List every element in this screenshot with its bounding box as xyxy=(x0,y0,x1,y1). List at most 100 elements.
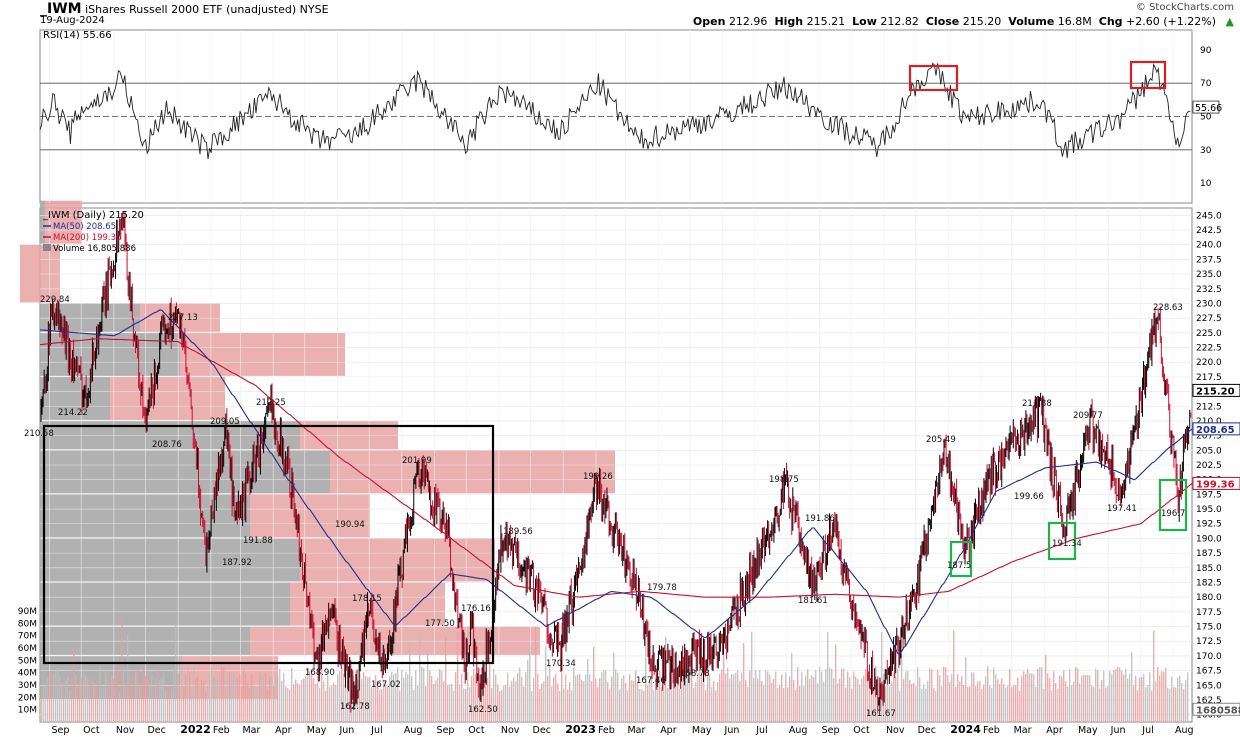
volume-legend-swatch xyxy=(43,244,51,251)
volume-bar xyxy=(961,675,963,722)
price-annotation-label: 190.94 xyxy=(335,520,365,530)
volume-bar xyxy=(383,679,385,722)
volume-bar xyxy=(969,686,971,722)
price-annotation-label: 211.88 xyxy=(1022,399,1052,409)
volume-bar xyxy=(1049,678,1051,722)
volume-bar xyxy=(551,686,553,722)
volume-bar xyxy=(803,686,805,722)
volume-bar xyxy=(1015,685,1017,722)
price-annotation-label: 197.41 xyxy=(1107,504,1137,514)
x-axis-label: Jun xyxy=(338,725,354,736)
volume-bar xyxy=(235,677,237,722)
volume-bar xyxy=(905,671,907,722)
volume-bar xyxy=(75,674,77,722)
volume-bar xyxy=(303,678,305,722)
volume-bar xyxy=(643,690,645,722)
volume-bar xyxy=(931,669,933,722)
volume-bar xyxy=(375,675,377,722)
volume-bar xyxy=(253,685,255,722)
volume-bar xyxy=(187,666,189,722)
volume-bar xyxy=(1119,667,1121,722)
volume-bar xyxy=(531,690,533,722)
volume-bar xyxy=(241,686,243,722)
volume-bar xyxy=(257,690,259,722)
volume-bar xyxy=(653,689,655,722)
volume-bar xyxy=(89,681,91,722)
price-annotation-label: 198.75 xyxy=(769,475,799,485)
volume-bar xyxy=(1043,688,1045,722)
volume-bar xyxy=(393,674,395,722)
header-date: 19-Aug-2024 xyxy=(40,15,105,26)
volume-bar xyxy=(903,679,905,722)
range-box-annotation xyxy=(42,424,495,665)
volume-tick-label: 40M xyxy=(18,669,37,679)
volume-bar xyxy=(831,669,833,722)
x-axis-label: Apr xyxy=(275,725,292,736)
volume-by-price-bar xyxy=(40,200,45,244)
volume-bar xyxy=(789,676,791,722)
low-value: 212.82 xyxy=(880,15,919,28)
volume-bar xyxy=(869,686,871,722)
volume-bar xyxy=(1111,674,1113,722)
volume-bar xyxy=(627,690,629,722)
volume-bar xyxy=(1007,685,1009,722)
price-tick-label: 172.5 xyxy=(1196,637,1222,647)
volume-bar xyxy=(871,682,873,722)
volume-bar xyxy=(409,642,411,722)
volume-bar xyxy=(121,618,123,722)
x-axis-label: Apr xyxy=(660,725,677,736)
open-label: Open xyxy=(692,15,726,28)
volume-bar xyxy=(499,691,501,722)
price-tick-label: 212.5 xyxy=(1196,402,1222,412)
volume-bar xyxy=(201,679,203,722)
volume-bar xyxy=(719,673,721,722)
volume-bar xyxy=(1051,690,1053,722)
volume-bar xyxy=(657,685,659,722)
volume-bar xyxy=(407,674,409,722)
volume-bar xyxy=(381,688,383,722)
volume-bar xyxy=(747,686,749,722)
price-tick-label: 182.5 xyxy=(1196,578,1222,588)
volume-bar xyxy=(1125,668,1127,722)
volume-bar xyxy=(129,673,131,722)
volume-bar xyxy=(347,671,349,722)
price-annotation-label: 199.66 xyxy=(1014,492,1044,502)
volume-bar xyxy=(587,658,589,722)
volume-bar xyxy=(1011,687,1013,722)
volume-by-price-bar xyxy=(180,332,345,376)
volume-bar xyxy=(907,670,909,722)
volume-bar xyxy=(613,652,615,722)
volume-by-price-bar xyxy=(20,244,60,303)
volume-bar xyxy=(589,674,591,722)
volume-bar xyxy=(281,680,283,722)
price-tick-label: 240.0 xyxy=(1196,241,1222,251)
volume-bar xyxy=(821,671,823,722)
volume-by-price-bar xyxy=(330,450,615,494)
volume-bar xyxy=(983,684,985,722)
volume-bar xyxy=(593,646,595,722)
volume-bar xyxy=(45,683,47,722)
x-axis-label: Feb xyxy=(213,725,230,736)
volume-bar xyxy=(245,674,247,722)
volume-bar xyxy=(559,690,561,722)
volume-bar xyxy=(1091,685,1093,722)
price-annotation-label: 199.26 xyxy=(583,472,613,482)
volume-bar xyxy=(1115,669,1117,722)
volume-bar xyxy=(105,669,107,722)
volume-bar xyxy=(503,685,505,722)
volume-bar xyxy=(651,670,653,722)
x-axis-label: Oct xyxy=(853,725,870,736)
volume-bar xyxy=(579,674,581,722)
volume-bar xyxy=(243,668,245,722)
x-axis-label: Jul xyxy=(755,725,767,736)
volume-bar xyxy=(1159,675,1161,722)
volume-by-price-bar xyxy=(45,200,82,244)
price-annotation-label: 214.22 xyxy=(58,408,88,418)
volume-bar xyxy=(1103,670,1105,722)
volume-bar xyxy=(1137,690,1139,722)
volume-bar xyxy=(333,683,335,722)
rsi-tick-label: 30 xyxy=(1200,146,1212,156)
volume-bar xyxy=(433,684,435,722)
volume-bar xyxy=(1025,674,1027,722)
volume-bar xyxy=(429,670,431,722)
